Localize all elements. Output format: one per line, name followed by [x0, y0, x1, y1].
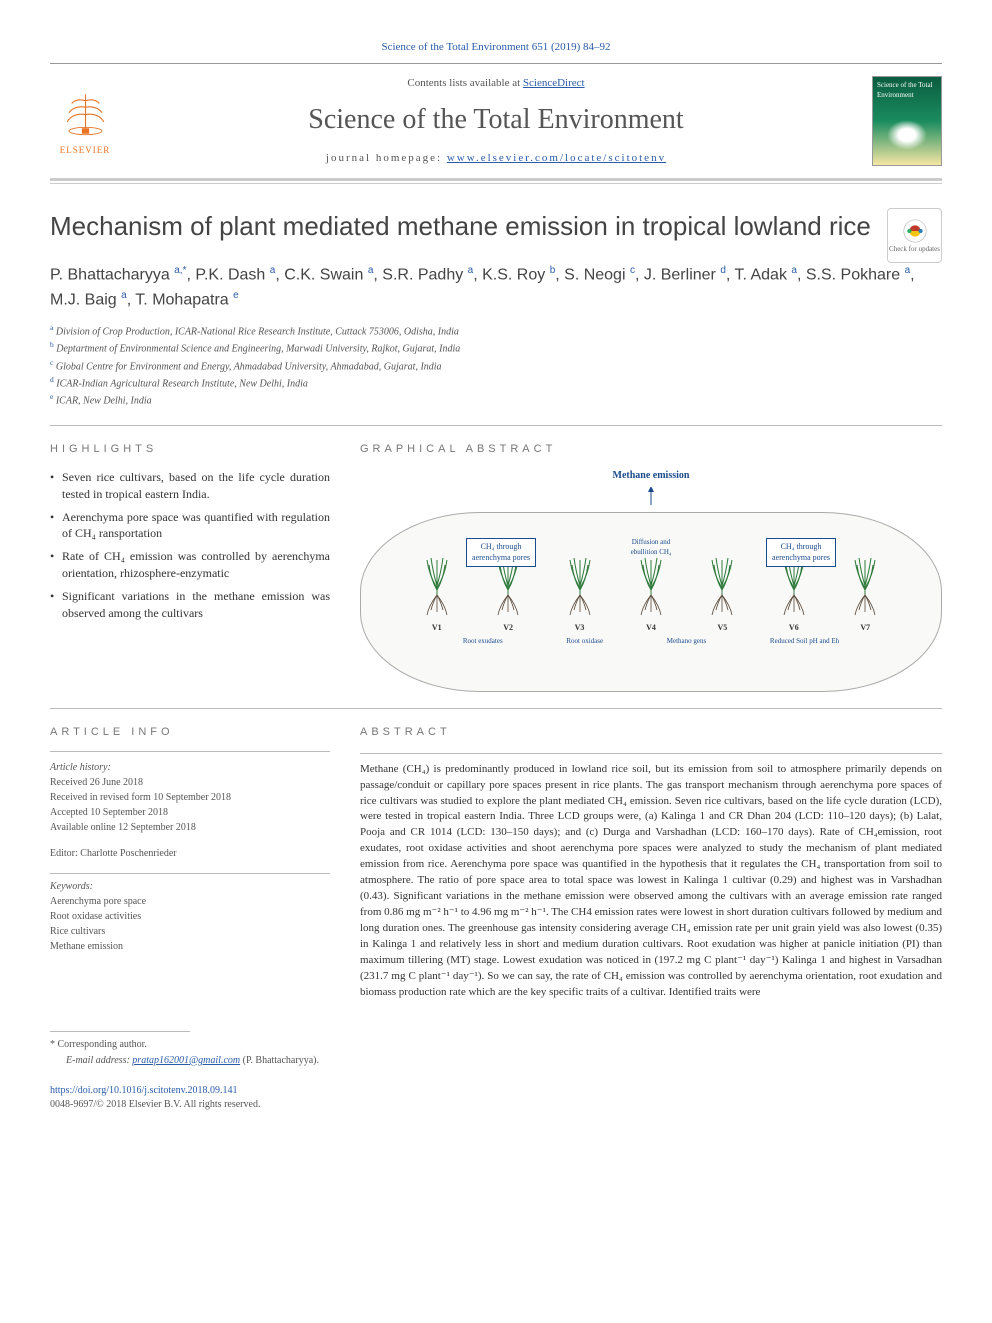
footer-separator [50, 1031, 190, 1032]
corresponding-author: * Corresponding author. [50, 1038, 942, 1052]
ga-bottom-label: Methano gens [667, 637, 706, 647]
graphical-abstract-heading: GRAPHICAL ABSTRACT [360, 442, 942, 457]
issn-copyright: 0048-9697/© 2018 Elsevier B.V. All right… [50, 1098, 942, 1112]
citation-header: Science of the Total Environment 651 (20… [50, 40, 942, 55]
keyword-item: Rice cultivars [50, 924, 330, 939]
ga-box-left: CH₄ through aerenchyma pores [466, 538, 536, 566]
highlight-item: Aerenchyma pore space was quantified wit… [50, 509, 330, 543]
ga-arrows-up [360, 487, 942, 507]
history-line: Received 26 June 2018 [50, 775, 330, 790]
updates-text: Check for updates [889, 245, 940, 255]
publisher-name: ELSEVIER [60, 144, 111, 157]
affiliations-list: a Division of Crop Production, ICAR-Nati… [50, 322, 942, 409]
masthead: ELSEVIER Contents lists available at Sci… [50, 76, 942, 166]
homepage-link[interactable]: www.elsevier.com/locate/scitotenv [447, 152, 666, 164]
ga-bottom-label: Root oxidase [566, 637, 603, 647]
keywords-list: Aerenchyma pore spaceRoot oxidase activi… [50, 894, 330, 954]
article-history: Article history: Received 26 June 2018Re… [50, 760, 330, 835]
affiliation-line: d ICAR-Indian Agricultural Research Inst… [50, 374, 942, 391]
ga-box-mid: Diffusion and ebullition CH₄ [626, 538, 676, 566]
ga-main-label: Methane emission [360, 469, 942, 483]
highlights-heading: HIGHLIGHTS [50, 442, 330, 457]
article-title: Mechanism of plant mediated methane emis… [50, 208, 871, 244]
highlight-item: Rate of CH₄ emission was controlled by a… [50, 548, 330, 582]
elsevier-logo: ELSEVIER [50, 81, 120, 161]
divider-1 [50, 425, 942, 426]
affiliation-line: a Division of Crop Production, ICAR-Nati… [50, 322, 942, 339]
graphical-abstract-figure: CH₄ through aerenchyma pores Diffusion a… [360, 512, 942, 692]
ga-box-right: CH₄ through aerenchyma pores [766, 538, 836, 566]
sciencedirect-link[interactable]: ScienceDirect [523, 77, 585, 89]
keyword-item: Aerenchyma pore space [50, 894, 330, 909]
journal-homepage: journal homepage: www.elsevier.com/locat… [120, 151, 872, 166]
cover-title-text: Science of the Total Environment [877, 81, 941, 101]
highlight-item: Seven rice cultivars, based on the life … [50, 469, 330, 503]
masthead-divider [50, 178, 942, 184]
authors-list: P. Bhattacharyya a,*, P.K. Dash a, C.K. … [50, 263, 942, 312]
ga-bottom-label: Reduced Soil pH and Eh [770, 637, 839, 647]
keyword-item: Methane emission [50, 939, 330, 954]
crossmark-icon [901, 217, 929, 245]
affiliation-line: e ICAR, New Delhi, India [50, 391, 942, 408]
ga-bottom-label: Root exudates [463, 637, 503, 647]
history-line: Accepted 10 September 2018 [50, 805, 330, 820]
email-author-name: (P. Bhattacharyya). [243, 1055, 319, 1066]
editor-line: Editor: Charlotte Poschenrieder [50, 847, 330, 861]
divider-2 [50, 708, 942, 709]
highlights-list: Seven rice cultivars, based on the life … [50, 469, 330, 621]
journal-cover-thumb: Science of the Total Environment [872, 76, 942, 166]
keyword-item: Root oxidase activities [50, 909, 330, 924]
history-line: Received in revised form 10 September 20… [50, 790, 330, 805]
contents-prefix: Contents lists available at [407, 77, 522, 89]
homepage-label: journal homepage: [326, 152, 447, 164]
email-link[interactable]: pratap162001@gmail.com [132, 1055, 240, 1066]
affiliation-line: b Deptartment of Environmental Science a… [50, 339, 942, 356]
abstract-heading: ABSTRACT [360, 725, 942, 740]
journal-name: Science of the Total Environment [120, 100, 872, 139]
article-info-heading: ARTICLE INFO [50, 725, 330, 740]
history-label: Article history: [50, 760, 330, 775]
doi-link[interactable]: https://doi.org/10.1016/j.scitotenv.2018… [50, 1084, 942, 1098]
highlight-item: Significant variations in the methane em… [50, 588, 330, 622]
affiliation-line: c Global Centre for Environment and Ener… [50, 357, 942, 374]
contents-available: Contents lists available at ScienceDirec… [120, 76, 872, 91]
keywords-label: Keywords: [50, 880, 330, 894]
check-updates-badge[interactable]: Check for updates [887, 208, 942, 263]
email-label: E-mail address: [66, 1055, 130, 1066]
publisher-tree-icon [58, 87, 113, 142]
email-line: E-mail address: pratap162001@gmail.com (… [66, 1054, 942, 1068]
top-divider [50, 63, 942, 64]
history-line: Available online 12 September 2018 [50, 820, 330, 835]
abstract-text: Methane (CH₄) is predominantly produced … [360, 762, 942, 1001]
